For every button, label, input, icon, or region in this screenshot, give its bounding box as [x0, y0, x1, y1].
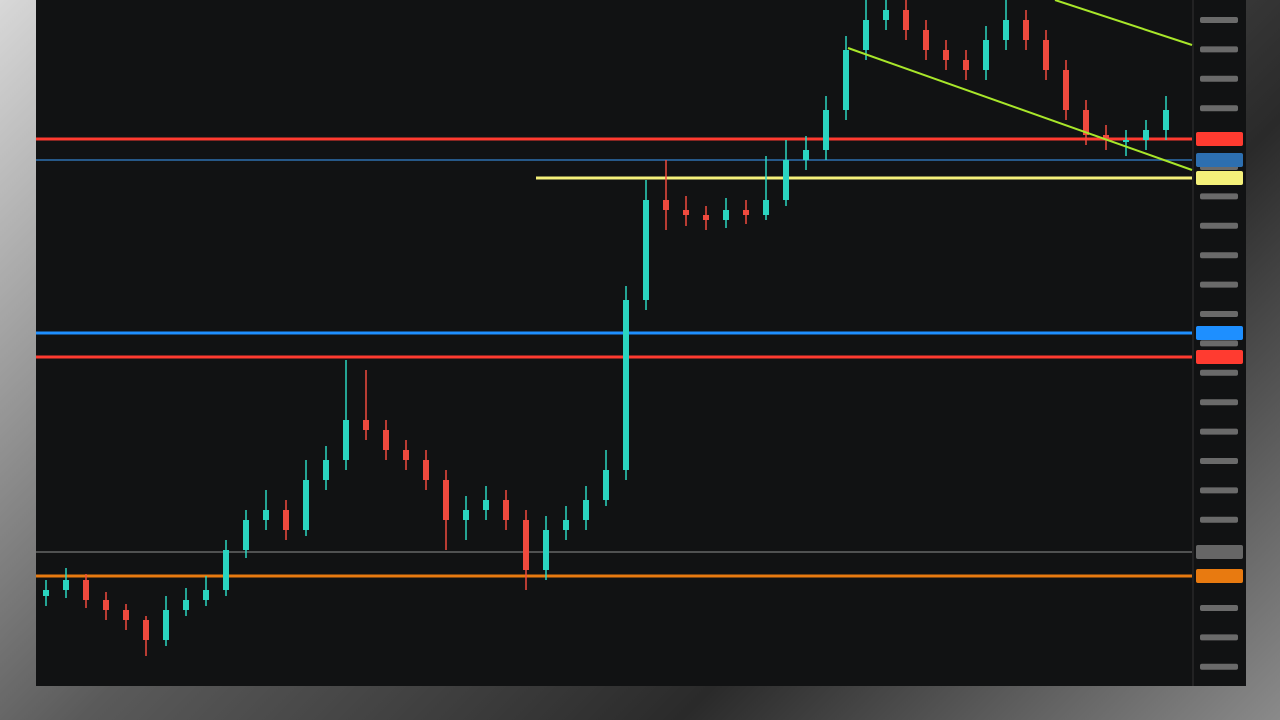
levels	[36, 132, 1243, 583]
candle-body	[423, 460, 429, 480]
candle-body	[223, 550, 229, 590]
candle-body	[843, 50, 849, 110]
price-tag	[1196, 545, 1243, 559]
price-label-placeholder	[1200, 663, 1238, 670]
price-label-placeholder	[1200, 252, 1238, 259]
candle-body	[963, 60, 969, 70]
trendline	[847, 47, 1193, 171]
price-label-placeholder	[1200, 340, 1238, 347]
candle-body	[523, 520, 529, 570]
candle-body	[1143, 130, 1149, 140]
candle-body	[583, 500, 589, 520]
candle-body	[103, 600, 109, 610]
price-tag	[1196, 153, 1243, 167]
candle-body	[463, 510, 469, 520]
candle-body	[763, 200, 769, 215]
candle-body	[983, 40, 989, 70]
price-tag	[1196, 132, 1243, 146]
candle-body	[723, 210, 729, 220]
price-label-placeholder	[1200, 281, 1238, 288]
candle-body	[823, 110, 829, 150]
candle-body	[43, 590, 49, 596]
candle-body	[323, 460, 329, 480]
candle-body	[363, 420, 369, 430]
price-label-placeholder	[1200, 487, 1238, 494]
candle-body	[183, 600, 189, 610]
price-label-placeholder	[1200, 399, 1238, 406]
candle-body	[743, 210, 749, 215]
candle-body	[603, 470, 609, 500]
candle-body	[483, 500, 489, 510]
price-label-placeholder	[1200, 458, 1238, 464]
candle-body	[243, 520, 249, 550]
price-label-placeholder	[1200, 46, 1238, 53]
candle-body	[1003, 20, 1009, 40]
candle-body	[883, 10, 889, 20]
candle-body	[163, 610, 169, 640]
price-label-placeholder	[1200, 516, 1238, 523]
candle-body	[283, 510, 289, 530]
candle-body	[683, 210, 689, 215]
candle-body	[543, 530, 549, 570]
candle-body	[643, 200, 649, 300]
candle-body	[1043, 40, 1049, 70]
candle-body	[123, 610, 129, 620]
price-label-placeholder	[1200, 17, 1238, 23]
candle-body	[1063, 70, 1069, 110]
candle-body	[403, 450, 409, 460]
price-label-placeholder	[1200, 75, 1238, 82]
candle-body	[63, 580, 69, 590]
candle-body	[203, 590, 209, 600]
candle-body	[663, 200, 669, 210]
price-label-placeholder	[1200, 634, 1238, 641]
candle-body	[703, 215, 709, 220]
price-label-placeholder	[1200, 311, 1238, 317]
candle-body	[943, 50, 949, 60]
candle-body	[1163, 110, 1169, 130]
candle-body	[443, 480, 449, 520]
candle-body	[803, 150, 809, 160]
price-tag	[1196, 326, 1243, 340]
price-tag	[1196, 171, 1243, 185]
price-label-placeholder	[1200, 605, 1238, 611]
candle-body	[143, 620, 149, 640]
candle-body	[263, 510, 269, 520]
candle-body	[903, 10, 909, 30]
candle-body	[1023, 20, 1029, 40]
candle-body	[383, 430, 389, 450]
chart-panel	[36, 0, 1246, 686]
candle-body	[503, 500, 509, 520]
candle-body	[1123, 140, 1129, 142]
price-tag	[1196, 569, 1243, 583]
price-label-placeholder	[1200, 193, 1238, 200]
candle-body	[863, 20, 869, 50]
price-label-placeholder	[1200, 369, 1238, 376]
trendline	[1054, 0, 1193, 46]
candle-body	[1103, 135, 1109, 140]
candle-body	[1083, 110, 1089, 135]
price-label-placeholder	[1200, 222, 1238, 229]
candle-body	[563, 520, 569, 530]
candle-body	[623, 300, 629, 470]
price-label-placeholder	[1200, 428, 1238, 435]
candle-body	[923, 30, 929, 50]
candles	[43, 0, 1169, 656]
price-tag	[1196, 350, 1243, 364]
candle-body	[783, 160, 789, 200]
price-label-placeholder	[1200, 105, 1238, 112]
candle-body	[303, 480, 309, 530]
candle-body	[83, 580, 89, 600]
candle-body	[343, 420, 349, 460]
